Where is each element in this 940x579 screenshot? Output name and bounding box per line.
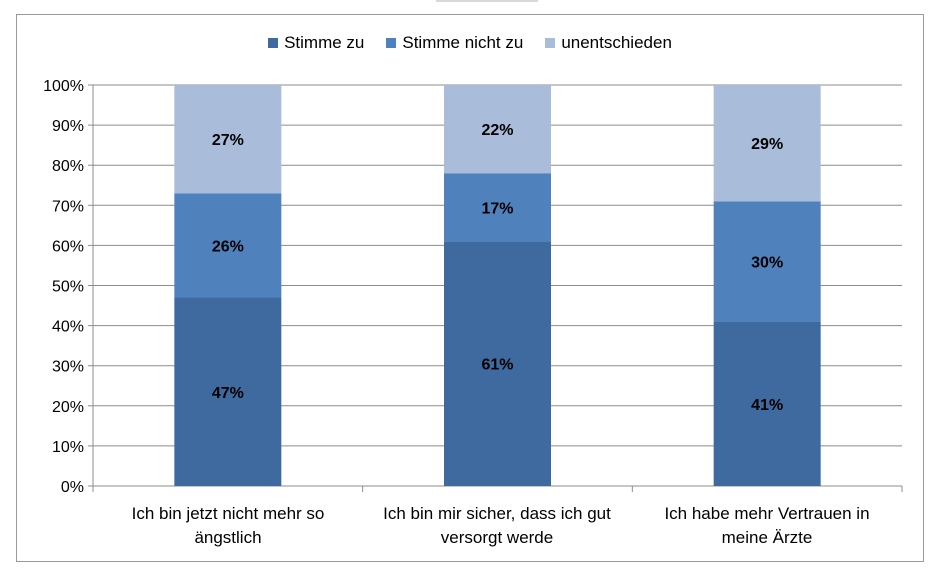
y-tick-label: 100% [43,78,84,95]
bar-segment [444,241,551,486]
bar-segment [713,201,821,322]
category-label-3: Ich habe mehr Vertrauen in meine Ärzte [664,504,870,547]
y-tick-label: 20% [52,399,84,416]
category-label-1: Ich bin jetzt nicht mehr so ängstlich [131,504,325,547]
legend-item-stimme-zu: Stimme zu [268,33,364,53]
bar-segment [444,173,551,242]
legend-swatch-unentschieden [545,38,556,48]
chart-legend: Stimme zu Stimme nicht zu unentschieden [0,33,940,53]
y-tick-label: 0% [61,479,84,496]
data-label: 61% [481,357,513,374]
data-label: 22% [481,122,513,139]
y-tick-label: 30% [52,359,84,376]
y-tick-label: 70% [52,198,84,215]
legend-label-unentschieden: unentschieden [561,33,672,52]
bar-segment [444,85,551,174]
category-label-2: Ich bin mir sicher, dass ich gut versorg… [383,504,611,547]
legend-item-stimme-nicht-zu: Stimme nicht zu [386,33,523,53]
legend-label-stimme-nicht-zu: Stimme nicht zu [402,33,524,52]
y-tick-label: 60% [52,238,84,255]
y-tick-label: 90% [52,118,84,135]
data-label: 41% [751,397,783,414]
bar-segment [174,193,282,298]
data-label: 47% [212,385,244,402]
legend-swatch-stimme-zu [268,38,279,48]
y-tick-label: 50% [52,279,84,296]
y-tick-label: 80% [52,158,84,175]
legend-item-unentschieden: unentschieden [545,33,672,53]
legend-label-stimme-zu: Stimme zu [284,33,365,52]
bar-segment [174,297,282,486]
bar-segment [174,85,282,194]
data-label: 30% [751,254,783,271]
chart-tab-decoration [436,0,538,2]
data-label: 29% [751,136,783,153]
y-tick-label: 10% [52,439,84,456]
bar-segment [713,85,821,202]
data-label: 27% [212,132,244,149]
bar-segment [713,321,821,486]
data-label: 26% [212,238,244,255]
data-label: 17% [481,200,513,217]
y-tick-label: 40% [52,319,84,336]
legend-swatch-stimme-nicht-zu [386,38,397,48]
